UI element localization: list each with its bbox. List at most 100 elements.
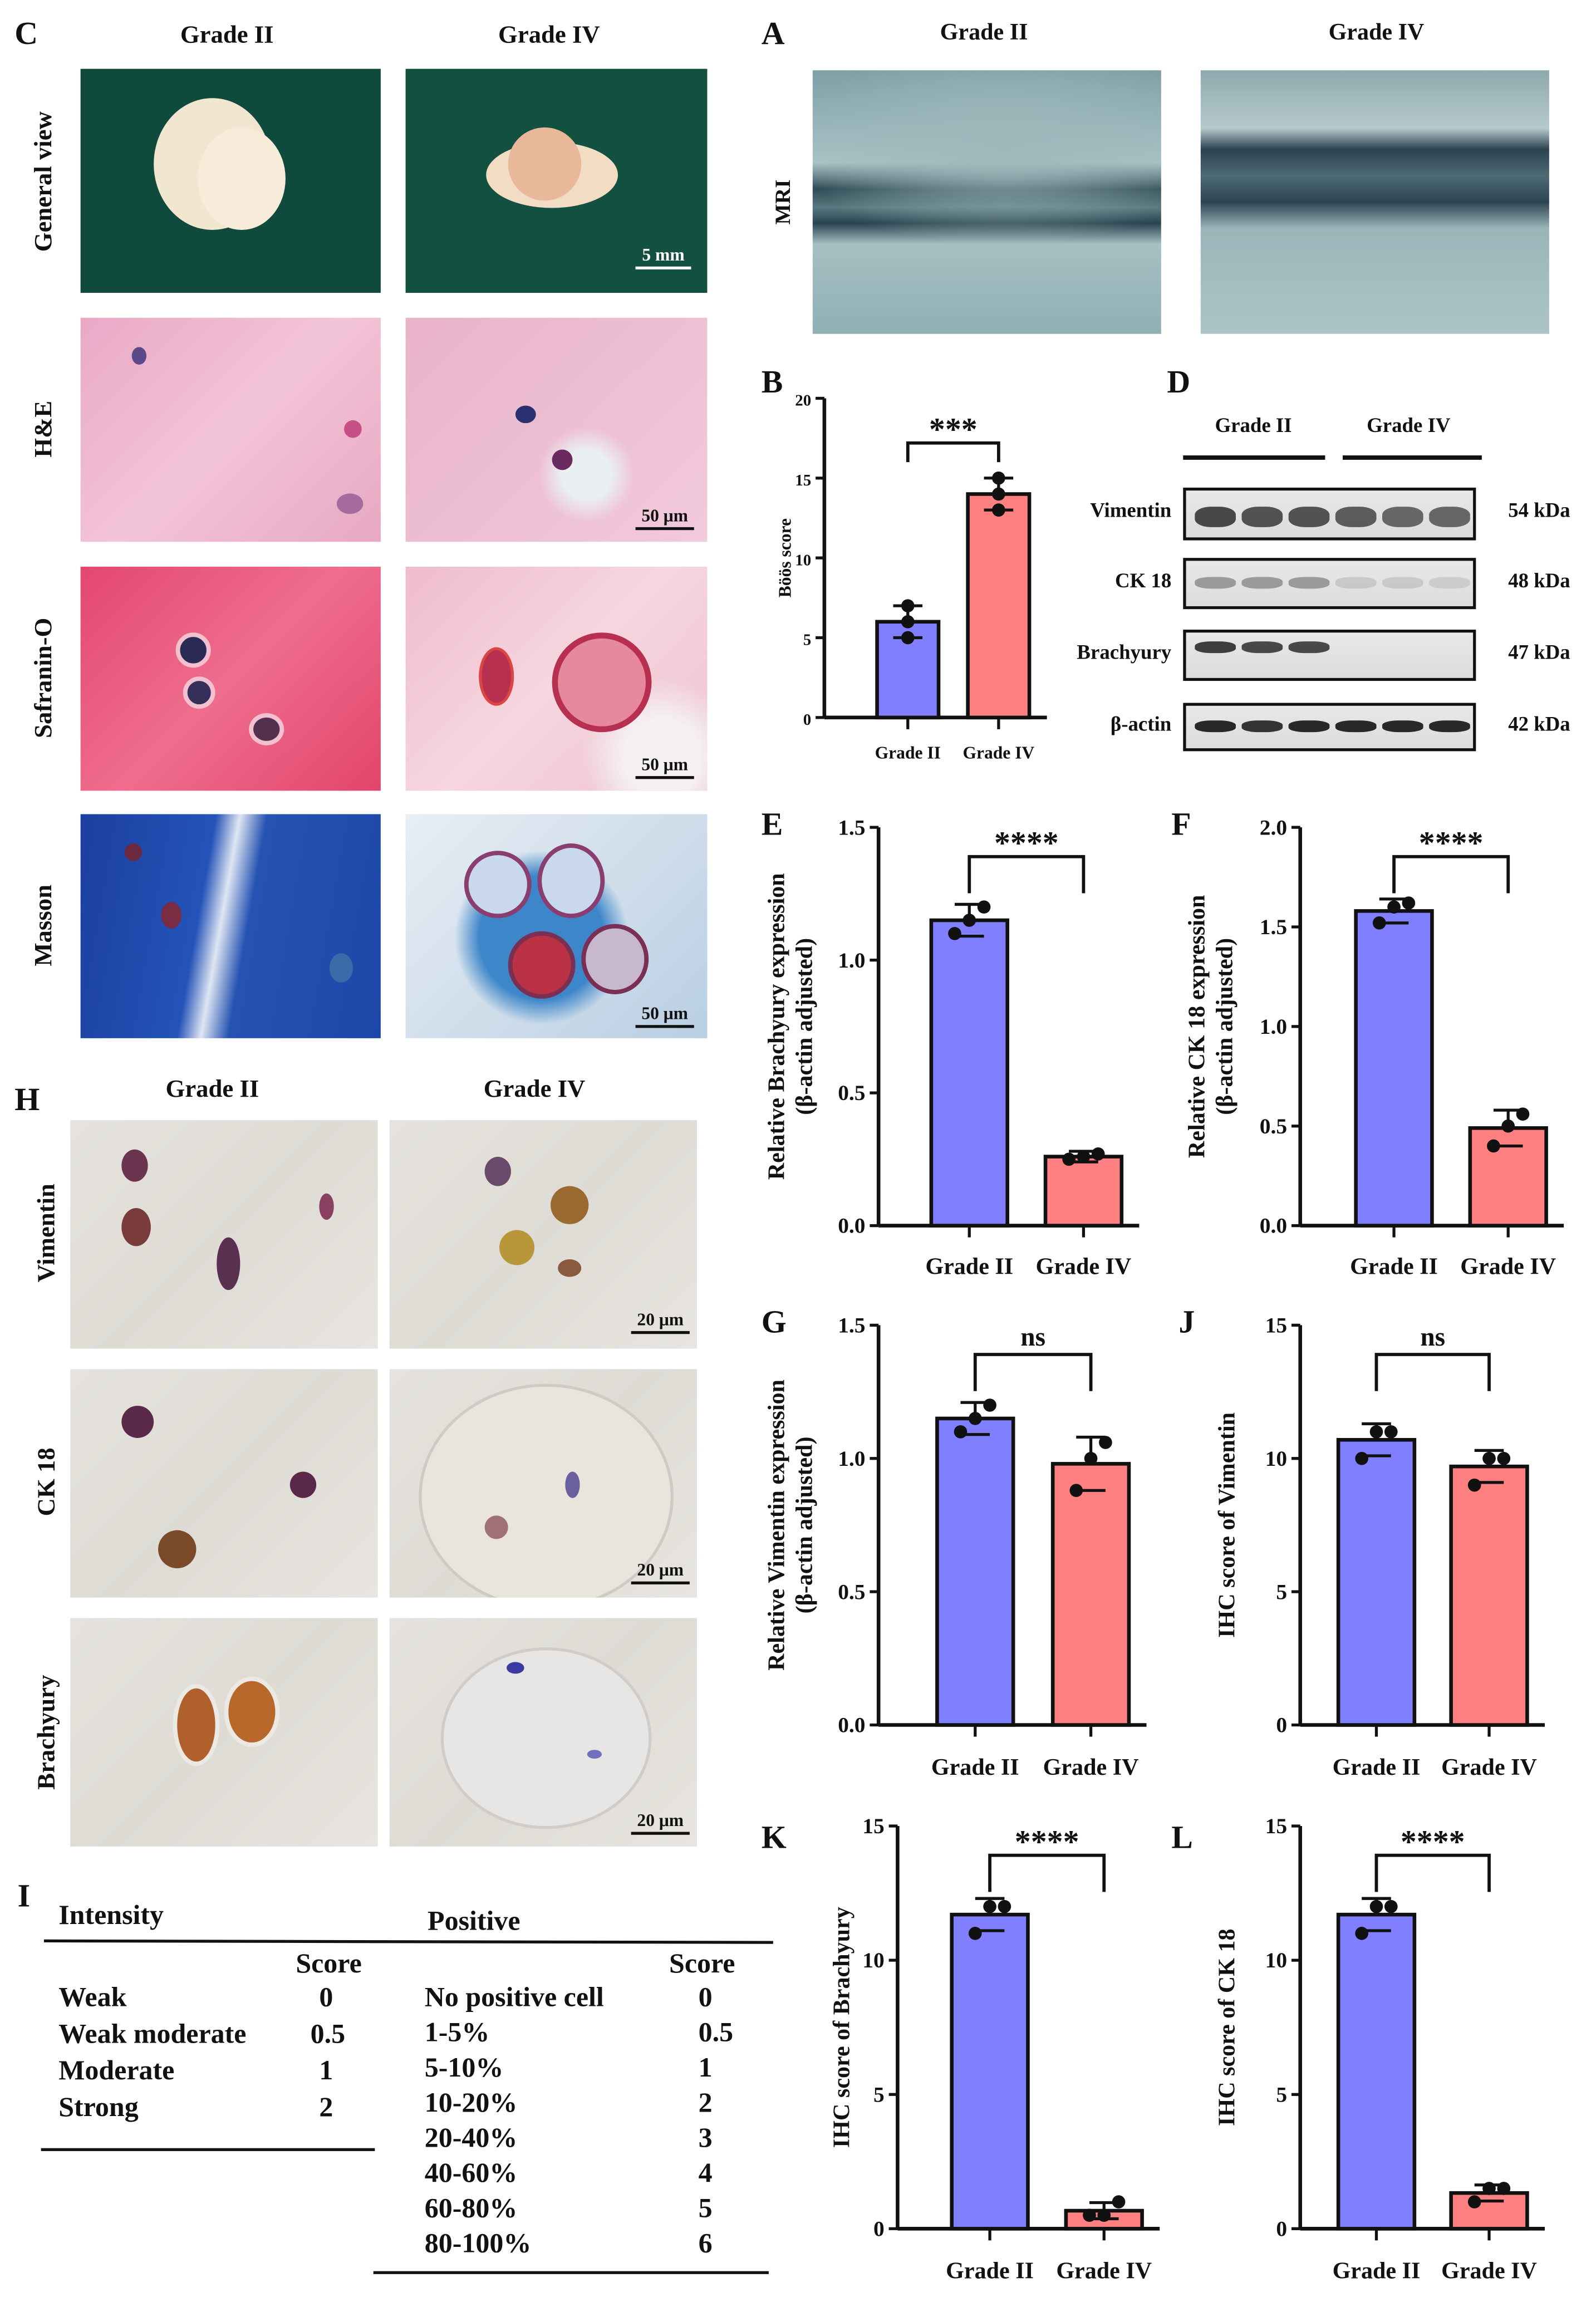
ihc-ck18-grade-ii (70, 1369, 378, 1598)
data-point (1084, 1451, 1098, 1465)
y-tick-label: 0.5 (1260, 1114, 1287, 1138)
cell (224, 1676, 280, 1747)
data-point (1501, 1119, 1515, 1133)
chart-k: K 0 5 10 15 IHC score of Brachyury Grade II Gra… (762, 1814, 1160, 2284)
mri-image-grade-iv (1200, 70, 1549, 334)
y-axis-label: (β-actin adjusted) (792, 938, 818, 1115)
cell (344, 420, 362, 438)
x-tick-label: Grade II (925, 1254, 1013, 1279)
x-tick-label: Grade II (931, 1755, 1019, 1780)
y-tick-label: 15 (1265, 1814, 1287, 1838)
cell (515, 405, 536, 424)
significance-label: ns (1020, 1323, 1045, 1352)
cell (329, 953, 353, 983)
cell (183, 676, 215, 709)
band (1288, 719, 1330, 732)
data-point (977, 900, 991, 914)
band (1382, 507, 1423, 527)
data-point (1402, 896, 1416, 910)
data-point (1077, 1150, 1091, 1164)
data-point (1487, 1139, 1500, 1153)
cell (464, 851, 532, 919)
cell (175, 632, 211, 668)
cell (537, 843, 605, 919)
x-tick-label: Grade II (875, 743, 941, 762)
x-tick-label: Grade IV (962, 743, 1034, 762)
protein-label: Vimentin (1090, 500, 1172, 523)
x-tick-label: Grade II (1333, 1755, 1421, 1780)
data-point (1482, 2182, 1496, 2195)
blot-vimentin (1183, 487, 1476, 541)
data-point (948, 927, 961, 940)
cell (552, 449, 573, 470)
x-tick-label: Grade IV (1036, 1254, 1132, 1279)
protein-label: Brachyury (1077, 642, 1172, 664)
micrograph-safranin-o-grade-iv (405, 566, 708, 791)
data-point (968, 1927, 982, 1940)
significance-label: ns (1420, 1323, 1445, 1352)
significance-bracket (973, 1353, 1093, 1391)
data-point (1099, 1436, 1112, 1449)
data-point (1384, 1899, 1398, 1913)
data-point (992, 487, 1005, 501)
cell (121, 1149, 148, 1182)
panel-label-a: A (761, 14, 785, 52)
data-point (1083, 2208, 1096, 2222)
significance-bracket (1374, 1853, 1491, 1892)
molecular-weight-label: 42 kDa (1508, 714, 1570, 736)
cell (507, 1662, 524, 1674)
cell (419, 1383, 674, 1598)
band (1429, 507, 1470, 527)
group-line (1183, 455, 1325, 460)
y-tick-label: 1.0 (838, 1446, 865, 1471)
data-point (1497, 1451, 1511, 1465)
y-tick-label: 5 (803, 631, 811, 649)
data-point (954, 1425, 968, 1439)
score-header: Score (669, 1948, 735, 1980)
cell (558, 1259, 582, 1277)
data-point (983, 1398, 996, 1412)
data-point (1062, 1152, 1076, 1166)
y-tick-label: 10 (795, 551, 811, 569)
intensity-score: 0 (319, 1982, 333, 2014)
data-point (1482, 1451, 1496, 1465)
positive-range: 5-10% (424, 2053, 504, 2084)
data-point (1112, 2195, 1126, 2208)
micrograph-masson-grade-ii (80, 814, 381, 1038)
intensity-level: Strong (58, 2092, 139, 2123)
column-header: Grade II (180, 20, 274, 48)
cell (484, 1515, 508, 1539)
y-axis-label: (β-actin adjusted) (1212, 938, 1237, 1115)
panel-label: F (1171, 806, 1191, 842)
data-point (968, 1412, 982, 1425)
y-tick-label: 0.0 (1260, 1214, 1287, 1238)
panel-label-d: D (1167, 363, 1191, 400)
micrograph-masson-grade-iv (405, 814, 708, 1038)
blot-group-label: Grade IV (1367, 416, 1451, 438)
bar-grade-iv (966, 492, 1032, 720)
cell (499, 1230, 535, 1265)
y-tick-label: 0 (873, 2216, 885, 2241)
panel-label-i: I (17, 1877, 31, 1914)
band (1241, 507, 1283, 527)
band (1288, 641, 1330, 654)
y-tick-label: 1.0 (1260, 1014, 1287, 1039)
scale-bar: 20 μm (631, 1810, 690, 1835)
band (1241, 719, 1283, 732)
y-axis-label: IHC score of CK 18 (1214, 1928, 1240, 2126)
bar-grade-ii (1336, 1912, 1417, 2231)
data-point (901, 599, 915, 612)
data-point (1355, 1927, 1369, 1940)
bar-grade-ii (950, 1912, 1030, 2231)
significance-label: **** (1015, 1823, 1079, 1859)
blot-beta-actin (1183, 703, 1476, 752)
ihc-vimentin-grade-iv (389, 1120, 698, 1349)
y-axis-label: IHC score of Vimentin (1214, 1412, 1240, 1638)
bar-grade-ii (1354, 909, 1434, 1228)
data-point (1467, 1478, 1481, 1492)
band (1335, 576, 1377, 588)
band (1335, 507, 1377, 527)
column-header: Grade IV (498, 20, 600, 48)
positive-score: 2 (698, 2088, 713, 2119)
